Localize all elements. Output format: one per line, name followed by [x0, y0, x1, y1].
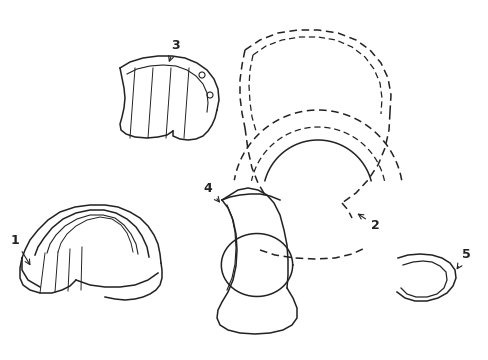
Text: 4: 4 — [203, 181, 219, 202]
Text: 2: 2 — [358, 214, 379, 231]
Text: 1: 1 — [11, 234, 30, 265]
Text: 3: 3 — [168, 39, 179, 61]
Text: 5: 5 — [456, 248, 469, 269]
